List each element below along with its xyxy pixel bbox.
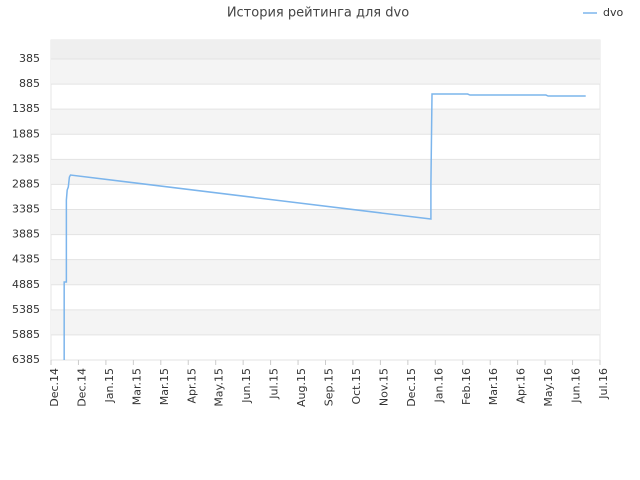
x-tick-label: Jul.16 — [597, 368, 610, 400]
x-tick-label: Dec.14 — [75, 368, 88, 407]
x-tick-label: Sep.15 — [323, 368, 336, 406]
y-tick-label: 5385 — [12, 303, 40, 316]
chart-title: История рейтинга для dvo — [227, 6, 409, 21]
y-tick-label: 385 — [19, 52, 40, 65]
x-tick-label: Jun.16 — [570, 368, 583, 404]
y-tick-label: 3885 — [12, 228, 40, 241]
x-tick-label: Jan.15 — [103, 368, 116, 403]
x-tick-label: Feb.16 — [460, 368, 473, 405]
band — [51, 309, 600, 335]
band — [51, 59, 600, 85]
x-tick-label: Jul.15 — [268, 368, 281, 400]
band — [51, 259, 600, 285]
x-tick-label: Apr.15 — [185, 368, 198, 404]
band — [51, 159, 600, 185]
plot-background — [50, 39, 601, 361]
x-tick-label: May.16 — [542, 368, 555, 407]
x-tick-label: Jan.16 — [432, 368, 445, 403]
y-tick-label: 6385 — [12, 353, 40, 366]
y-tick-label: 2385 — [12, 152, 40, 165]
y-tick-label: 3385 — [12, 203, 40, 216]
x-tick-label: Mar.15 — [158, 368, 171, 405]
x-tick-label: Mar.15 — [130, 368, 143, 405]
x-tick-label: Nov.15 — [377, 368, 390, 406]
series-line — [63, 93, 586, 360]
x-tick-label: Apr.16 — [515, 368, 528, 404]
band — [51, 40, 600, 60]
band — [51, 209, 600, 235]
legend-label: dvo — [603, 6, 623, 19]
x-tick-label: Dec.15 — [405, 368, 418, 407]
x-tick-label: Oct.15 — [350, 368, 363, 405]
y-tick-label: 885 — [19, 77, 40, 90]
y-tick-label: 1885 — [12, 127, 40, 140]
x-tick-label: May.15 — [213, 368, 226, 407]
band — [51, 109, 600, 135]
y-tick-label: 2885 — [12, 177, 40, 190]
x-tick-label: Aug.15 — [295, 368, 308, 407]
y-tick-label: 4885 — [12, 278, 40, 291]
x-tick-label: Jun.15 — [240, 368, 253, 404]
x-tick-label: Dec.14 — [48, 368, 61, 407]
x-tick-label: Mar.16 — [487, 368, 500, 405]
y-tick-label: 5885 — [12, 328, 40, 341]
y-tick-label: 1385 — [12, 102, 40, 115]
y-tick-label: 4385 — [12, 253, 40, 266]
